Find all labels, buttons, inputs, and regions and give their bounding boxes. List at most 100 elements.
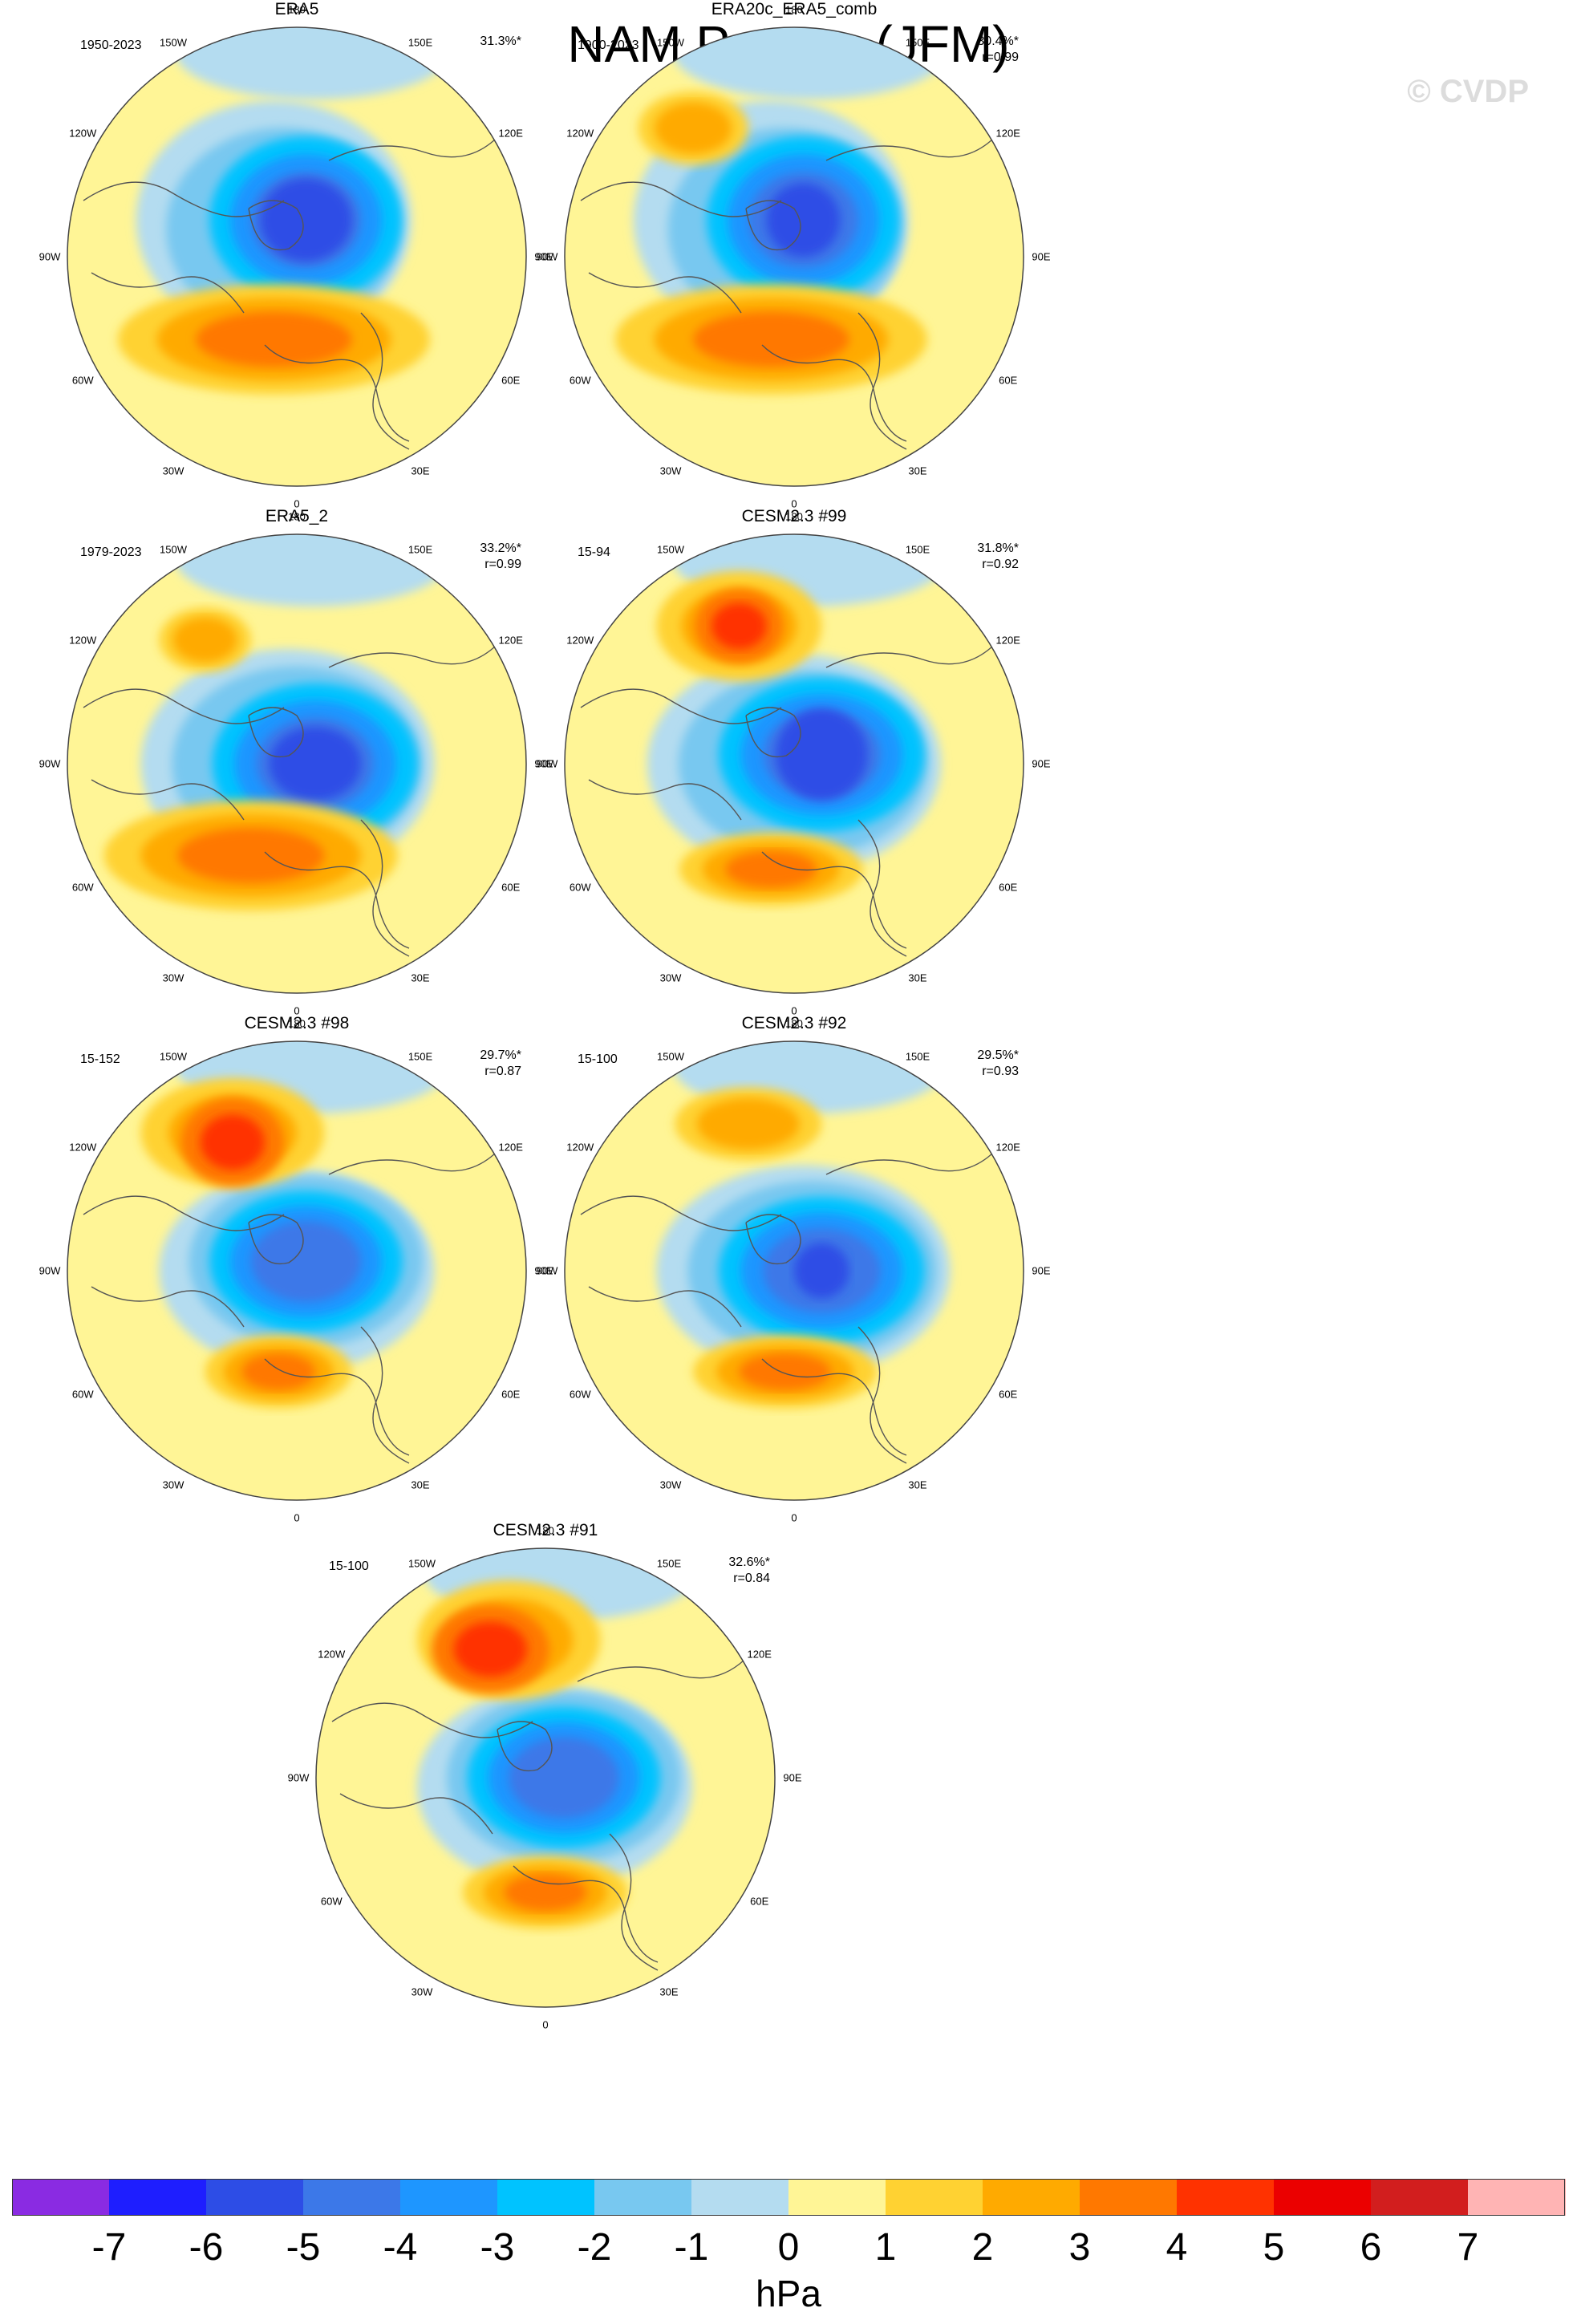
- longitude-label: 60E: [999, 881, 1018, 894]
- colorbar-segment: [206, 2179, 304, 2216]
- variance-explained: 32.6%*: [728, 1555, 770, 1569]
- atlantic-high-contour: [196, 311, 352, 367]
- atlantic-high-contour: [504, 1874, 587, 1911]
- panel-stats: 31.8%* r=0.92: [977, 541, 1019, 573]
- polar-map: [564, 26, 1024, 487]
- panel-title: ERA20c_ERA5_comb: [711, 0, 878, 18]
- atlantic-high-contour: [693, 311, 849, 367]
- longitude-label: 30W: [659, 971, 682, 984]
- coastline: [580, 128, 1003, 450]
- longitude-label: 0: [542, 2018, 549, 2031]
- longitude-label: 60E: [999, 374, 1018, 387]
- longitude-label: 90W: [536, 1264, 558, 1277]
- longitude-label: 120W: [69, 127, 97, 140]
- colorbar-segment: [1371, 2179, 1469, 2216]
- variance-explained: 31.3%*: [480, 34, 521, 48]
- longitude-label: 120E: [498, 1141, 523, 1154]
- longitude-label: 60W: [569, 881, 591, 894]
- colorbar-segment: [886, 2179, 983, 2216]
- longitude-label: 180: [288, 1017, 306, 1030]
- pattern-correlation: r=0.99: [982, 51, 1019, 64]
- colorbar-segment: [983, 2179, 1080, 2216]
- longitude-label: 150E: [407, 1050, 433, 1063]
- panel-stats: 33.2%* r=0.99: [480, 541, 521, 573]
- colorbar-tick-label: -7: [91, 2226, 127, 2269]
- longitude-label: 60E: [501, 1388, 521, 1401]
- atlantic-high-contour: [177, 828, 325, 883]
- coastline: [580, 1142, 1003, 1464]
- longitude-label: 120W: [566, 634, 594, 647]
- longitude-label: 30E: [908, 1478, 927, 1491]
- atlantic-high-contour: [241, 1353, 315, 1390]
- colorbar-tick-label: 2: [971, 2226, 994, 2269]
- pacific-anomaly: [672, 27, 948, 99]
- panel-stats: 32.6%* r=0.84: [728, 1555, 770, 1587]
- colorbar-tick-label: 4: [1166, 2226, 1188, 2269]
- longitude-label: 30W: [659, 1478, 682, 1491]
- panel-stats: 29.7%* r=0.87: [480, 1048, 521, 1080]
- colorbar-segment: [400, 2179, 498, 2216]
- coastline: [580, 635, 1003, 957]
- longitude-label: 90E: [534, 757, 553, 770]
- colorbar-tick-label: 5: [1263, 2226, 1285, 2269]
- colorbar-tick-label: -6: [189, 2226, 224, 2269]
- longitude-label: 150E: [407, 543, 433, 556]
- map-boundary: [67, 26, 527, 487]
- map-panel: CESM2.3 #98 15-152 29.7%* r=0.87 180 150E 120E…: [39, 1014, 553, 1527]
- longitude-label: 30E: [411, 1478, 430, 1491]
- arctic-low-contour: [509, 1737, 619, 1819]
- panel-stats: 29.5%* r=0.93: [977, 1048, 1019, 1080]
- map-panel: CESM2.3 #99 15-94 31.8%* r=0.92 180 150E 120E 9…: [537, 507, 1051, 1020]
- longitude-label: 150E: [407, 36, 433, 49]
- longitude-label: 150W: [657, 543, 684, 556]
- arctic-low-core: [794, 1243, 849, 1299]
- panel-stats: 30.4%* r=0.99: [977, 34, 1019, 66]
- colorbar-segment: [12, 2179, 110, 2216]
- longitude-label: 120E: [995, 1141, 1020, 1154]
- map-panel: CESM2.3 #91 15-100 32.6%* r=0.84 180 150E 120E…: [288, 1521, 802, 2034]
- pacific-anomaly: [175, 27, 451, 99]
- longitude-label: 30W: [162, 971, 184, 984]
- longitude-label: 60W: [569, 374, 591, 387]
- pacific-high-core: [453, 1621, 528, 1677]
- panel-period: 15-100: [578, 1052, 618, 1066]
- longitude-label: 180: [785, 3, 803, 16]
- polar-map: [564, 1040, 1024, 1501]
- colorbar-segment: [1177, 2179, 1275, 2216]
- longitude-label: 60E: [501, 374, 521, 387]
- colorbar-tick-label: 7: [1457, 2226, 1479, 2269]
- longitude-label: 60W: [569, 1388, 591, 1401]
- colorbar-segment: [109, 2179, 207, 2216]
- longitude-label: 120W: [69, 1141, 97, 1154]
- longitude-label: 150W: [160, 1050, 187, 1063]
- longitude-label: 150W: [160, 36, 187, 49]
- longitude-label: 180: [288, 510, 306, 523]
- pattern-correlation: r=0.93: [982, 1065, 1019, 1078]
- colorbar-tick-label: 1: [874, 2226, 897, 2269]
- coastline: [331, 1649, 755, 1971]
- longitude-label: 30E: [659, 1985, 679, 1998]
- longitude-label: 60W: [71, 374, 94, 387]
- longitude-label: 150W: [160, 543, 187, 556]
- longitude-label: 120W: [566, 1141, 594, 1154]
- longitude-label: 120W: [318, 1648, 346, 1661]
- colorbar-tick-label: 3: [1068, 2226, 1091, 2269]
- longitude-label: 30E: [908, 464, 927, 477]
- pacific-high-contour: [655, 102, 732, 154]
- longitude-label: 90E: [534, 250, 553, 263]
- panel-title: CESM2.3 #92: [741, 1014, 847, 1032]
- longitude-label: 0: [294, 1004, 300, 1017]
- panel-period: 15-94: [578, 546, 610, 559]
- longitude-label: 30E: [411, 464, 430, 477]
- panel-period: 15-100: [329, 1559, 369, 1573]
- longitude-label: 30W: [162, 1478, 184, 1491]
- longitude-label: 120E: [747, 1648, 772, 1661]
- longitude-label: 150W: [657, 36, 684, 49]
- colorbar-segment: [1080, 2179, 1178, 2216]
- longitude-label: 150E: [656, 1557, 682, 1570]
- colorbar-tick-label: 6: [1360, 2226, 1382, 2269]
- longitude-label: 120W: [69, 634, 97, 647]
- longitude-label: 180: [785, 1017, 803, 1030]
- longitude-label: 60E: [750, 1895, 769, 1908]
- coastline: [83, 128, 506, 450]
